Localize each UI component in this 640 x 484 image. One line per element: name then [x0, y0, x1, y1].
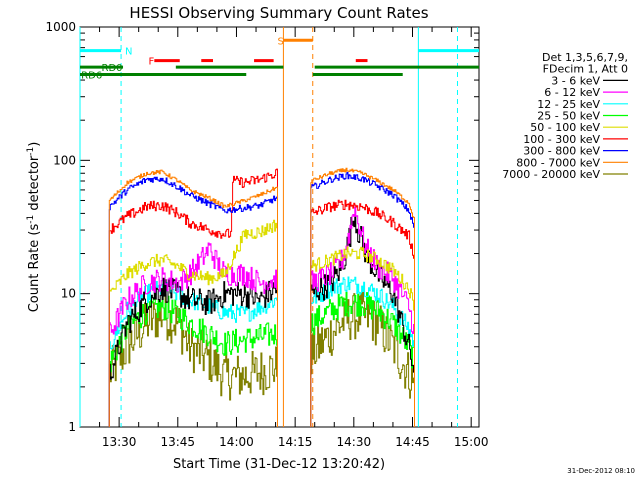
generated-timestamp: 31-Dec-2012 08:10	[567, 467, 635, 475]
y-tick-label: 100	[53, 153, 76, 167]
flag-label-rd6: RD6	[81, 71, 102, 82]
plot-frame	[79, 26, 480, 428]
series-line	[108, 279, 278, 427]
series-line	[310, 199, 415, 427]
y-axis-label: Count Rate (s-1 detector-1)	[26, 142, 42, 313]
flag-label-s: S	[278, 36, 284, 47]
x-tick-label: 14:45	[395, 435, 430, 449]
series-line	[310, 167, 415, 427]
chart-title: HESSI Observing Summary Count Rates	[129, 4, 428, 22]
y-axis-label-superscript: -1	[26, 215, 36, 224]
y-axis-label-part: )	[27, 142, 42, 147]
series-line	[108, 294, 278, 427]
series-line	[108, 219, 278, 427]
series-line	[310, 171, 415, 427]
legend-entry-label: 25 - 50 keV	[537, 110, 600, 123]
series-line	[108, 295, 278, 427]
y-tick-label: 10	[61, 287, 76, 301]
legend-entry-label: 100 - 300 keV	[523, 133, 600, 146]
y-axis-label-superscript: -1	[26, 147, 36, 156]
series-line	[310, 290, 415, 427]
x-tick-label: 15:00	[454, 435, 489, 449]
series-line	[310, 290, 415, 427]
flag-label-rd0: RD0	[102, 63, 123, 74]
y-tick-label: 1	[68, 420, 76, 434]
legend-entry-label: 12 - 25 keV	[537, 98, 600, 111]
x-tick-label: 14:00	[219, 435, 254, 449]
legend-header: Det 1,3,5,6,7,9,	[542, 51, 628, 64]
flag-label-n: N	[125, 47, 132, 58]
legend-header: FDecim 1, Att 0	[543, 63, 628, 76]
x-tick-label: 14:15	[278, 435, 313, 449]
series-line	[108, 242, 278, 427]
legend-entry-label: 300 - 800 keV	[523, 145, 600, 158]
flag-label-f: F	[148, 57, 154, 68]
y-tick-label: 1000	[45, 20, 76, 34]
series-line	[108, 169, 278, 427]
series-line	[108, 168, 278, 427]
x-tick-label: 13:45	[160, 435, 195, 449]
legend-entry-label: 50 - 100 keV	[530, 121, 600, 134]
series-line	[108, 277, 278, 427]
legend-entry-label: 800 - 7000 keV	[516, 156, 600, 169]
x-tick-label: 13:30	[102, 435, 137, 449]
legend-entry-label: 7000 - 20000 keV	[502, 168, 600, 181]
legend-entry-label: 3 - 6 keV	[551, 74, 600, 87]
y-axis-label-part: detector	[27, 155, 42, 215]
x-tick-label: 14:30	[337, 435, 372, 449]
series-line	[108, 176, 278, 427]
x-axis-label: Start Time (31-Dec-12 13:20:42)	[173, 457, 385, 472]
legend-entry-label: 6 - 12 keV	[544, 86, 600, 99]
series-line	[310, 246, 415, 427]
y-axis-label-part: Count Rate (s	[27, 224, 42, 313]
